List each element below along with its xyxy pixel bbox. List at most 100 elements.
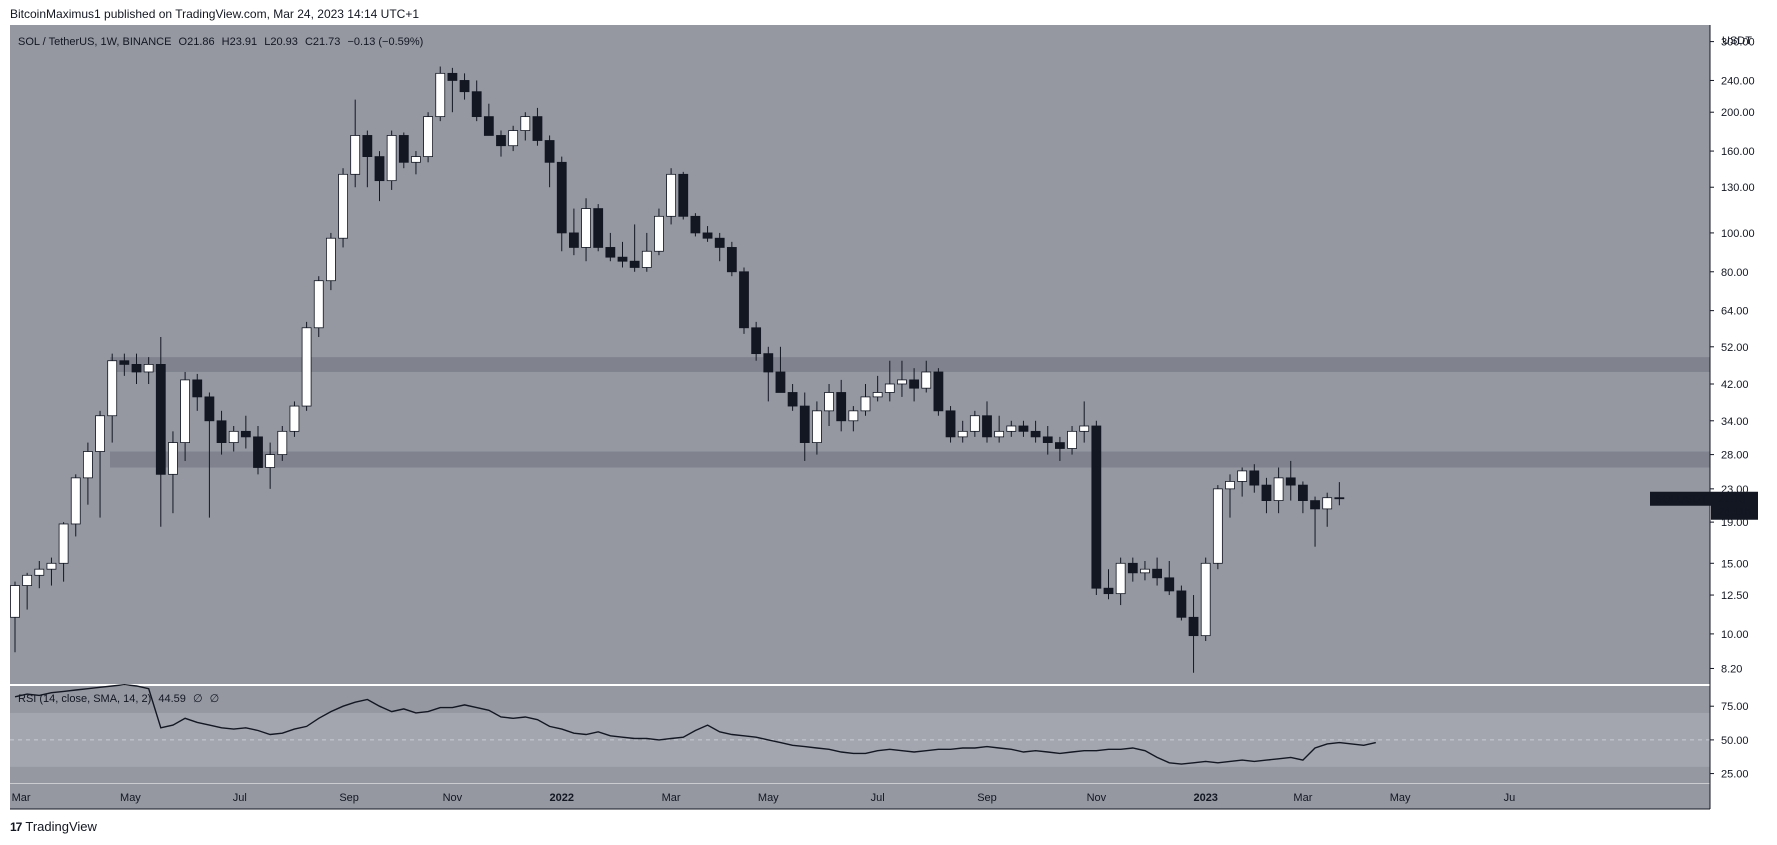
- candle-up: [107, 360, 118, 417]
- price-tag-symbol-bg: [1650, 491, 1711, 506]
- rsi-tick-label: 50.00: [1721, 735, 1749, 747]
- time-tick-label: Sep: [977, 792, 997, 804]
- candle-up: [1006, 425, 1017, 432]
- price-tick-label: 52.00: [1721, 342, 1749, 354]
- price-tag-value-bg: [1711, 491, 1758, 520]
- candle-down: [1091, 425, 1102, 589]
- price-tick-label: 8.20: [1721, 663, 1742, 675]
- candle-up: [34, 568, 45, 576]
- candle-up: [386, 135, 397, 182]
- legend-symbol: SOL / TetherUS, 1W, BINANCE: [18, 36, 171, 48]
- candle-up: [289, 405, 300, 432]
- time-tick-label: May: [1390, 792, 1411, 804]
- rsi-legend-label: RSI (14, close, SMA, 14, 2): [18, 693, 151, 705]
- candle-up: [277, 430, 288, 455]
- candle-up: [666, 173, 676, 217]
- candle-down: [362, 135, 373, 157]
- candle-down: [945, 410, 956, 438]
- candle-up: [641, 250, 652, 268]
- candle-up: [180, 379, 191, 443]
- candle-up: [1237, 470, 1248, 482]
- tradingview-logo-icon: 17: [10, 819, 22, 834]
- candle-up: [46, 562, 57, 570]
- price-unit-label: USDT: [1722, 35, 1752, 47]
- candle-down: [751, 327, 762, 355]
- legend-low-label: L: [264, 36, 270, 48]
- candle-down: [775, 371, 786, 393]
- time-tick-label: Nov: [443, 792, 463, 804]
- candle-down: [374, 156, 385, 182]
- time-tick-label: 2023: [1193, 792, 1217, 804]
- candle-down: [617, 256, 628, 262]
- candle-up: [1212, 488, 1223, 564]
- time-tick-label: 2022: [550, 792, 574, 804]
- candle-down: [556, 161, 567, 234]
- candle-up: [921, 371, 932, 389]
- candle-up: [1225, 481, 1235, 490]
- price-tick-label: 240.00: [1721, 75, 1755, 87]
- candle-down: [702, 232, 713, 239]
- candle-down: [1298, 484, 1308, 501]
- candle-down: [544, 140, 555, 163]
- candle-down: [240, 430, 251, 438]
- candle-up: [350, 135, 361, 175]
- candle-up: [143, 364, 154, 373]
- candle-down: [629, 260, 640, 268]
- resistance-zones: [110, 357, 1710, 468]
- candle-down: [1055, 442, 1065, 449]
- tradingview-footer: 17 TradingView: [10, 819, 97, 834]
- candle-down: [1042, 436, 1053, 443]
- candle-up: [301, 327, 312, 407]
- candle-down: [398, 135, 409, 163]
- candle-up: [1322, 497, 1333, 510]
- legend-high-value: 23.91: [230, 36, 258, 48]
- candle-down: [726, 247, 737, 273]
- candle-up: [58, 523, 69, 564]
- candle-down: [714, 237, 725, 248]
- rsi-legend-extra1: ∅: [193, 693, 203, 705]
- rsi-legend-extra2: ∅: [210, 693, 220, 705]
- price-tick-label: 80.00: [1721, 267, 1749, 279]
- candle-up: [265, 454, 276, 468]
- candle-down: [1249, 470, 1260, 486]
- candle-up: [1115, 562, 1126, 595]
- chart-legend: SOL / TetherUS, 1W, BINANCE O21.86 H23.9…: [18, 36, 423, 48]
- candle-down: [204, 396, 215, 422]
- main-pane-background: [10, 25, 1710, 685]
- candle-up: [969, 415, 980, 432]
- candle-up: [1273, 477, 1284, 501]
- candle-down: [1127, 562, 1138, 574]
- price-tick-label: 42.00: [1721, 379, 1749, 391]
- candle-down: [447, 72, 458, 81]
- rsi-tick-label: 25.00: [1721, 769, 1749, 781]
- candle-down: [1310, 500, 1320, 510]
- candle-up: [994, 430, 1005, 438]
- candle-down: [1018, 425, 1029, 432]
- candle-up: [897, 379, 907, 385]
- candle-up: [83, 451, 93, 479]
- price-tick-label: 160.00: [1721, 146, 1755, 158]
- candle-down: [933, 371, 944, 412]
- resistance-zone: [110, 357, 1710, 372]
- candle-down: [678, 173, 689, 217]
- legend-close-value: 21.73: [313, 36, 341, 48]
- time-tick-label: May: [758, 792, 779, 804]
- candle-up: [22, 574, 33, 586]
- price-tag-countdown: 2d 11h: [1718, 507, 1751, 519]
- candle-down: [569, 232, 579, 248]
- candle-down: [836, 392, 847, 422]
- price-tick-label: 64.00: [1721, 306, 1749, 318]
- price-tick-label: 130.00: [1721, 182, 1755, 194]
- candle-down: [131, 364, 142, 373]
- last-price-tag: SOLUSDT 21.73 2d 11h: [1650, 491, 1758, 520]
- candle-up: [228, 430, 239, 443]
- candlestick-series: [10, 66, 1345, 673]
- price-tick-label: 300.00: [1721, 37, 1755, 49]
- price-tick-label: 100.00: [1721, 228, 1755, 240]
- candle-up: [581, 208, 591, 248]
- candle-up: [812, 410, 822, 443]
- candle-up: [325, 237, 336, 282]
- price-tick-label: 10.00: [1721, 629, 1749, 641]
- time-tick-label: Mar: [12, 792, 31, 804]
